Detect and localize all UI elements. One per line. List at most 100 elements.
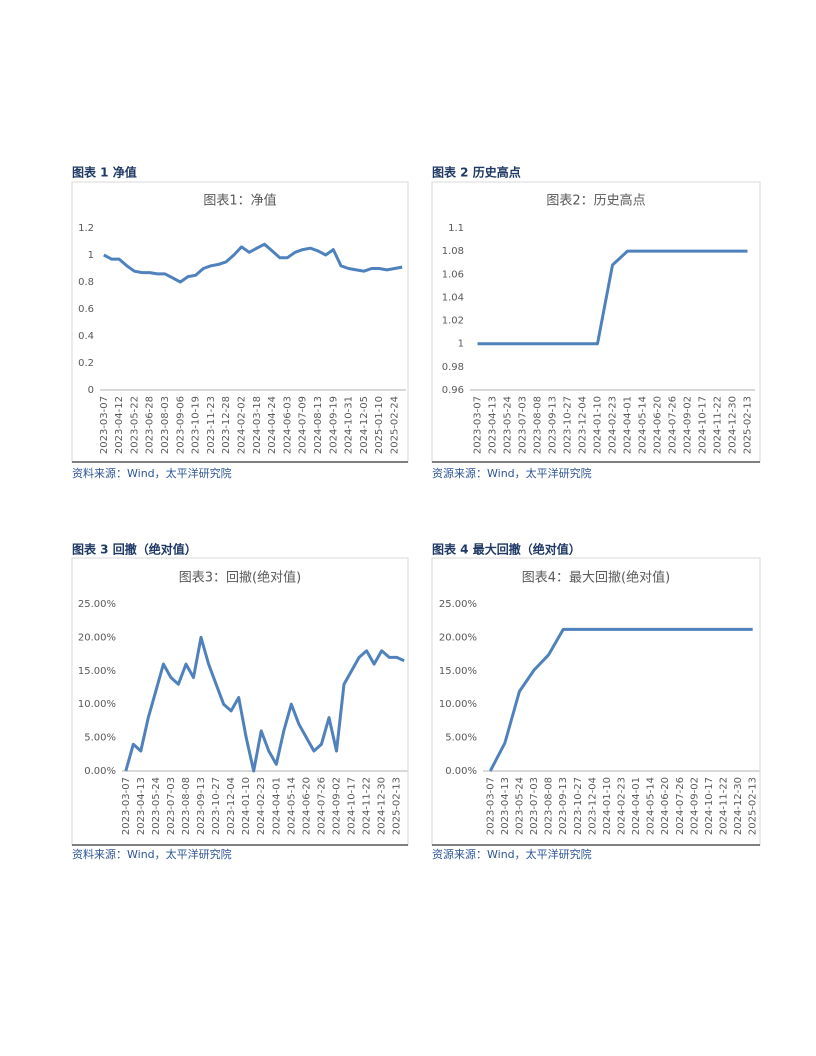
y-tick-label: 15.00% xyxy=(78,666,116,677)
y-tick-label: 0.8 xyxy=(78,277,94,288)
y-tick-label: 1.08 xyxy=(442,246,464,257)
y-tick-label: 0.6 xyxy=(78,304,94,315)
x-tick-label: 2024-05-14 xyxy=(286,777,297,835)
x-tick-label: 2023-10-19 xyxy=(191,396,202,454)
x-tick-label: 2025-01-10 xyxy=(374,396,385,454)
y-tick-label: 5.00% xyxy=(445,733,477,744)
series-line xyxy=(124,635,405,773)
x-tick-label: 2023-09-13 xyxy=(558,777,569,835)
y-tick-label: 25.00% xyxy=(78,599,116,610)
source-note: 资源来源：Wind，太平洋研究院 xyxy=(432,466,592,480)
panel-heading: 图表 4 最大回撤（绝对值） xyxy=(432,542,581,557)
y-tick-label: 1 xyxy=(458,339,464,350)
x-tick-label: 2024-01-10 xyxy=(241,777,252,835)
x-tick-label: 2023-05-24 xyxy=(514,777,525,835)
x-tick-label: 2025-02-24 xyxy=(390,396,401,454)
x-tick-label: 2024-07-26 xyxy=(675,777,686,835)
y-tick-label: 5.00% xyxy=(84,733,116,744)
source-note: 资源来源：Wind，太平洋研究院 xyxy=(432,847,592,861)
x-tick-label: 2025-02-13 xyxy=(392,777,403,835)
x-tick-label: 2024-02-02 xyxy=(237,396,248,454)
x-tick-label: 2024-10-31 xyxy=(344,396,355,454)
x-tick-label: 2023-06-28 xyxy=(145,396,156,454)
x-tick-label: 2023-08-08 xyxy=(533,396,544,454)
x-tick-label: 2023-04-12 xyxy=(114,396,125,454)
y-tick-label: 10.00% xyxy=(439,699,477,710)
x-tick-label: 2024-06-20 xyxy=(653,396,664,454)
x-tick-label: 2024-02-23 xyxy=(617,777,628,835)
x-tick-label: 2024-12-30 xyxy=(728,396,739,454)
x-tick-label: 2025-02-13 xyxy=(743,396,754,454)
x-tick-label: 2024-01-10 xyxy=(593,396,604,454)
y-tick-label: 1 xyxy=(88,250,94,261)
x-tick-label: 2025-02-13 xyxy=(748,777,759,835)
x-tick-label: 2024-09-02 xyxy=(689,777,700,835)
x-tick-label: 2024-11-22 xyxy=(713,396,724,454)
x-tick-label: 2024-07-26 xyxy=(316,777,327,835)
x-tick-label: 2024-10-17 xyxy=(704,777,715,835)
x-tick-label: 2024-05-14 xyxy=(638,396,649,454)
series-line xyxy=(477,249,748,346)
x-tick-label: 2023-12-28 xyxy=(221,396,232,454)
x-tick-label: 2023-03-07 xyxy=(99,396,110,454)
x-tick-label: 2023-05-24 xyxy=(151,777,162,835)
x-tick-label: 2024-11-22 xyxy=(719,777,730,835)
x-tick-label: 2024-11-22 xyxy=(362,777,373,835)
y-tick-label: 1.06 xyxy=(442,269,464,280)
y-tick-label: 25.00% xyxy=(439,599,477,610)
y-tick-label: 20.00% xyxy=(439,632,477,643)
x-tick-label: 2024-01-10 xyxy=(602,777,613,835)
series-line xyxy=(488,627,753,772)
x-tick-label: 2023-08-03 xyxy=(160,396,171,454)
x-tick-label: 2023-09-13 xyxy=(196,777,207,835)
x-tick-label: 2024-09-19 xyxy=(328,396,339,454)
panel-heading: 图表 3 回撤（绝对值） xyxy=(72,542,197,557)
x-tick-label: 2024-07-09 xyxy=(298,396,309,454)
x-tick-label: 2024-12-30 xyxy=(733,777,744,835)
x-tick-label: 2023-12-04 xyxy=(578,396,589,454)
x-tick-label: 2024-10-17 xyxy=(347,777,358,835)
x-tick-label: 2024-02-23 xyxy=(608,396,619,454)
y-tick-label: 1.1 xyxy=(448,223,464,234)
chart-title: 图表2：历史高点 xyxy=(546,193,645,209)
y-tick-label: 0 xyxy=(88,385,94,396)
x-tick-label: 2023-07-03 xyxy=(529,777,540,835)
y-tick-label: 0.2 xyxy=(78,358,94,369)
x-tick-label: 2024-03-18 xyxy=(252,396,263,454)
y-tick-label: 1.2 xyxy=(78,223,94,234)
x-tick-label: 2023-08-08 xyxy=(181,777,192,835)
x-tick-label: 2024-12-05 xyxy=(359,396,370,454)
x-tick-label: 2023-05-24 xyxy=(503,396,514,454)
x-tick-label: 2023-03-07 xyxy=(485,777,496,835)
panel-heading: 图表 1 净值 xyxy=(72,165,137,180)
x-tick-label: 2024-04-01 xyxy=(623,396,634,454)
source-note: 资料来源：Wind，太平洋研究院 xyxy=(72,466,232,480)
x-tick-label: 2024-06-20 xyxy=(301,777,312,835)
x-tick-label: 2023-08-08 xyxy=(544,777,555,835)
x-tick-label: 2023-12-04 xyxy=(587,777,598,835)
chart-title: 图表3：回撤(绝对值) xyxy=(179,570,301,586)
y-tick-label: 0.4 xyxy=(78,331,94,342)
source-note: 资料来源：Wind，太平洋研究院 xyxy=(72,847,232,861)
y-tick-label: 1.02 xyxy=(442,316,464,327)
x-tick-label: 2023-03-07 xyxy=(121,777,132,835)
y-tick-label: 20.00% xyxy=(78,632,116,643)
x-tick-label: 2024-04-01 xyxy=(271,777,282,835)
x-tick-label: 2023-11-23 xyxy=(206,396,217,454)
x-tick-label: 2024-07-26 xyxy=(668,396,679,454)
x-tick-label: 2024-09-02 xyxy=(683,396,694,454)
x-tick-label: 2023-09-06 xyxy=(175,396,186,454)
x-tick-label: 2023-03-07 xyxy=(473,396,484,454)
x-tick-label: 2023-07-03 xyxy=(518,396,529,454)
series-line xyxy=(103,242,403,284)
y-tick-label: 0.96 xyxy=(442,385,464,396)
x-tick-label: 2023-05-22 xyxy=(129,396,140,454)
x-tick-label: 2023-12-04 xyxy=(226,777,237,835)
x-tick-label: 2024-06-03 xyxy=(282,396,293,454)
y-tick-label: 1.04 xyxy=(442,292,464,303)
x-tick-label: 2023-10-27 xyxy=(573,777,584,835)
x-tick-label: 2024-02-23 xyxy=(256,777,267,835)
x-tick-label: 2024-12-30 xyxy=(377,777,388,835)
